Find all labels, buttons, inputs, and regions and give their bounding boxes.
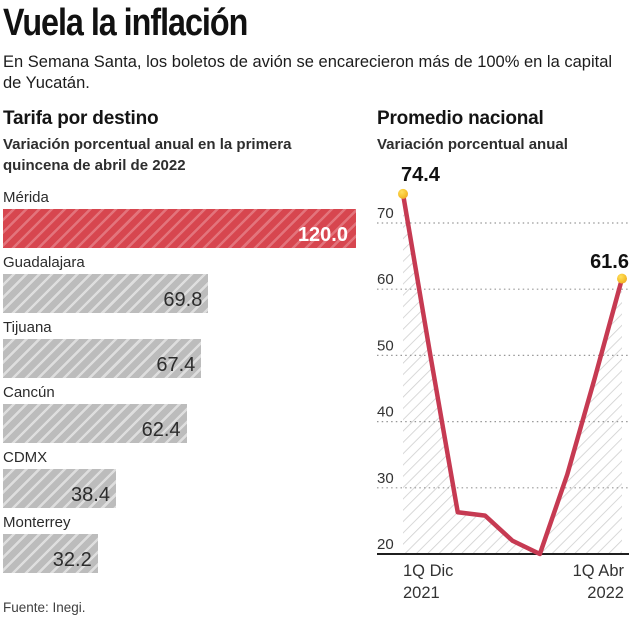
- end-value-label: 61.6: [590, 251, 629, 273]
- bar: 67.4: [3, 339, 202, 378]
- bar-value-label: 38.4: [71, 484, 110, 506]
- x-axis-label-line: 1Q Abr: [572, 562, 624, 580]
- x-axis-label-line: 2021: [403, 584, 440, 602]
- page-title: Vuela la inflación: [3, 2, 248, 44]
- bar-value-label: 69.8: [163, 289, 203, 311]
- bar-row: Tijuana 67.4: [3, 319, 356, 378]
- bar-value-label: 62.4: [141, 419, 181, 441]
- header: Vuela la inflación En Semana Santa, los …: [3, 2, 625, 94]
- x-axis-label-line: 2022: [587, 584, 624, 602]
- bar-row: Guadalajara 69.8: [3, 254, 356, 313]
- svg-text:30: 30: [377, 470, 394, 487]
- bar-category-label: Mérida: [3, 189, 49, 206]
- bar-list: Mérida 120.0 Guadalajara 69.8 Tijuana 67…: [3, 189, 356, 573]
- svg-text:40: 40: [377, 404, 394, 421]
- svg-text:60: 60: [377, 271, 394, 288]
- bar-row: Cancún 62.4: [3, 384, 356, 443]
- start-value-label: 74.4: [401, 164, 440, 186]
- bar-value-label: 32.2: [52, 549, 92, 571]
- line-chart: 74.4 61.6 70 60 50 40 30 20 1Q Dic 2021 1Q Ab…: [377, 158, 629, 620]
- bar: 38.4: [3, 469, 116, 508]
- bar-category-label: Guadalajara: [3, 254, 85, 271]
- svg-text:70: 70: [377, 205, 394, 222]
- svg-text:20: 20: [377, 536, 394, 553]
- source-note: Fuente: Inegi.: [3, 600, 86, 615]
- x-axis-label-line: 1Q Dic: [403, 562, 454, 580]
- x-axis-label-start: 1Q Dic 2021: [377, 560, 453, 604]
- bar-value-label: 120.0: [297, 224, 348, 246]
- bar-row: Monterrey 32.2: [3, 514, 356, 573]
- bar-chart-section: Tarifa por destino Variación porcentual …: [3, 108, 365, 579]
- line-chart-subtitle: Variación porcentual anual: [377, 136, 568, 153]
- bar-row: Mérida 120.0: [3, 189, 356, 248]
- svg-text:50: 50: [377, 337, 394, 354]
- line-chart-section: Promedio nacional Variación porcentual a…: [377, 108, 629, 602]
- bar: 120.0: [3, 209, 356, 248]
- x-axis-label-end: 1Q Abr 2022: [573, 560, 629, 604]
- bar-category-label: Monterrey: [3, 514, 71, 531]
- bar: 62.4: [3, 404, 187, 443]
- bar-category-label: Tijuana: [3, 319, 52, 336]
- bar-chart-title: Tarifa por destino: [3, 108, 159, 129]
- bar-chart-subtitle: Variación porcentual anual en la primera…: [3, 136, 292, 174]
- bar: 69.8: [3, 274, 209, 313]
- bar-category-label: CDMX: [3, 449, 48, 466]
- line-chart-svg: 70 60 50 40 30 20: [377, 188, 629, 557]
- bar-category-label: Cancún: [3, 384, 55, 401]
- x-axis-labels: 1Q Dic 2021 1Q Abr 2022: [377, 560, 629, 604]
- line-chart-title: Promedio nacional: [377, 108, 544, 129]
- bar-row: CDMX 38.4: [3, 449, 356, 508]
- bar: 32.2: [3, 534, 98, 573]
- page-subtitle: En Semana Santa, los boletos de avión se…: [3, 53, 613, 92]
- bar-value-label: 67.4: [156, 354, 196, 376]
